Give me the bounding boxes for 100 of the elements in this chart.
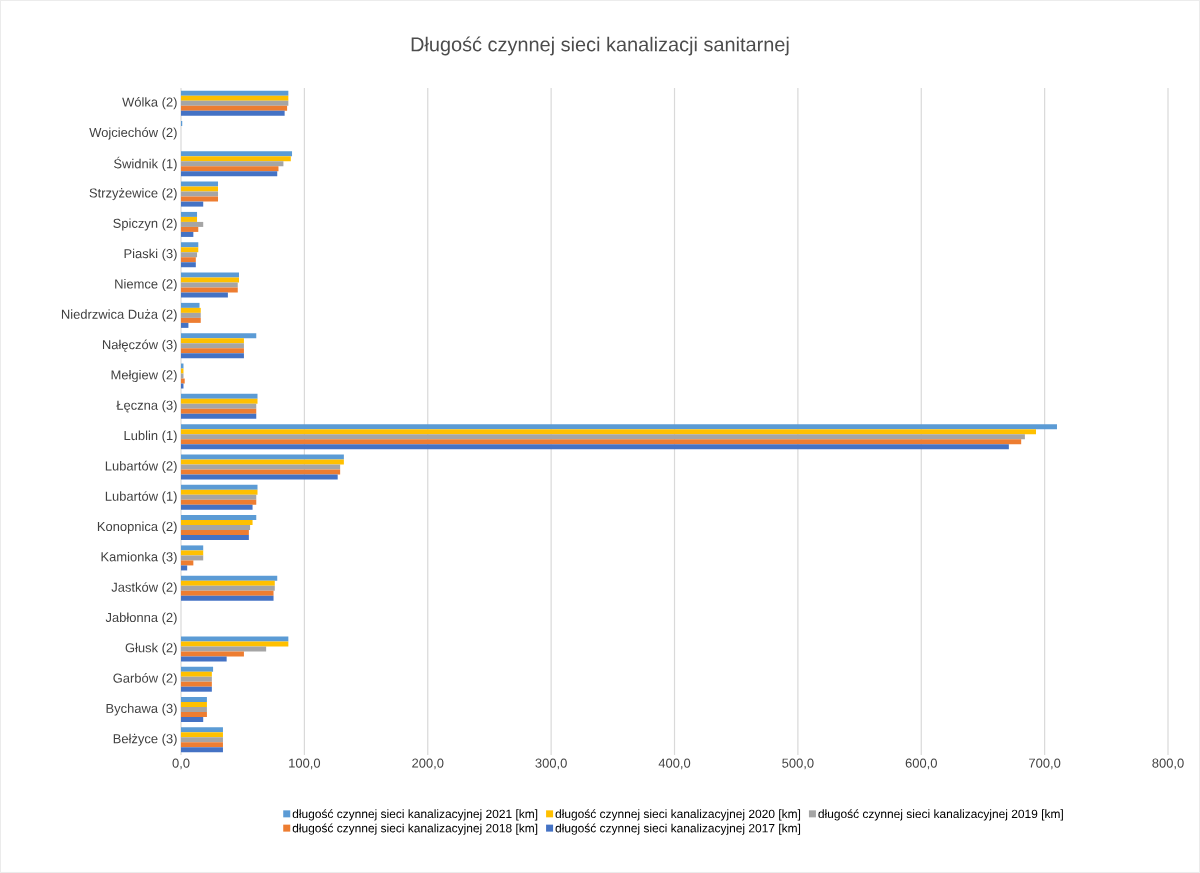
bar xyxy=(181,494,257,500)
bar xyxy=(181,545,204,551)
y-tick-label: Lublin (1) xyxy=(124,430,177,443)
bar xyxy=(181,156,291,162)
bar xyxy=(181,525,251,531)
bar xyxy=(181,262,196,268)
bar xyxy=(181,575,278,581)
bar xyxy=(181,464,341,470)
legend-label: długość czynnej sieci kanalizacyjnej 2021 [km] xyxy=(292,809,538,821)
bar xyxy=(181,732,223,738)
y-tick-label: Garbów (2) xyxy=(113,673,177,686)
bar xyxy=(181,641,289,647)
bar xyxy=(181,515,257,521)
bar xyxy=(181,439,1022,445)
y-tick-label: Niedrzwica Duża (2) xyxy=(61,309,177,322)
bar xyxy=(181,555,204,561)
y-tick-label: Strzyżewice (2) xyxy=(89,188,177,201)
bar xyxy=(181,161,284,167)
bar xyxy=(181,403,257,409)
bar xyxy=(181,747,223,753)
y-tick-label: Głusk (2) xyxy=(125,642,177,655)
bar xyxy=(181,666,214,672)
bar xyxy=(181,166,279,172)
y-tick-label: Konopnica (2) xyxy=(97,521,177,534)
bar xyxy=(181,590,274,596)
bar xyxy=(181,181,219,187)
bar xyxy=(181,302,200,308)
bar xyxy=(181,333,257,339)
bar xyxy=(181,186,219,192)
bar xyxy=(181,110,285,116)
y-tick-label: Kamionka (3) xyxy=(101,551,177,564)
y-tick-label: Piaski (3) xyxy=(124,248,177,261)
bar xyxy=(181,408,257,414)
bar xyxy=(181,580,275,586)
bar xyxy=(181,348,244,354)
bar xyxy=(181,231,194,237)
bar xyxy=(181,484,258,490)
y-tick-label: Lubartów (2) xyxy=(105,460,177,474)
x-tick-label: 200,0 xyxy=(412,758,444,770)
bar xyxy=(181,353,244,359)
bar xyxy=(181,196,219,202)
bar xyxy=(181,681,212,687)
y-tick-label: Bychawa (3) xyxy=(106,703,177,716)
bar xyxy=(181,550,204,556)
legend-label: długość czynnej sieci kanalizacyjnej 2018 [km] xyxy=(292,823,538,835)
bar xyxy=(181,595,274,601)
bar xyxy=(181,434,1025,440)
bar xyxy=(181,499,257,505)
bar xyxy=(181,201,204,207)
bar xyxy=(181,247,199,253)
y-tick-label: Bełżyce (3) xyxy=(113,733,177,746)
bar xyxy=(181,504,253,510)
bar xyxy=(181,737,223,743)
bar xyxy=(181,343,244,349)
y-tick-label: Łęczna (3) xyxy=(116,400,177,413)
x-tick-label: 400,0 xyxy=(658,758,691,770)
bar xyxy=(181,535,249,541)
bar xyxy=(181,671,212,677)
bar xyxy=(181,338,244,344)
bar xyxy=(181,151,293,157)
bar xyxy=(181,444,1009,450)
bar xyxy=(181,242,199,248)
bar xyxy=(181,489,258,495)
bar xyxy=(181,398,258,404)
bar xyxy=(181,676,212,682)
bar xyxy=(181,171,278,177)
y-tick-label: Jabłonna (2) xyxy=(105,612,177,625)
y-tick-label: Mełgiew (2) xyxy=(111,369,177,383)
x-tick-label: 700,0 xyxy=(1029,758,1061,770)
bar xyxy=(181,636,289,642)
bar xyxy=(181,221,204,227)
legend-label: długość czynnej sieci kanalizacyjnej 2020 [km] xyxy=(555,809,801,821)
legend-label: długość czynnej sieci kanalizacyjnej 2019 [km] xyxy=(818,809,1063,821)
bar xyxy=(181,211,198,217)
bar xyxy=(181,378,185,384)
y-tick-label: Niemce (2) xyxy=(115,279,177,292)
bar xyxy=(181,322,189,328)
y-tick-label: Wojciechów (2) xyxy=(89,127,177,140)
bar xyxy=(181,565,188,571)
y-tick-label: Wólka (2) xyxy=(122,97,177,110)
bar xyxy=(181,707,207,713)
bar xyxy=(181,686,212,692)
bar xyxy=(181,312,201,318)
bar xyxy=(181,742,223,748)
bar xyxy=(181,95,289,101)
bar xyxy=(181,646,267,652)
bar xyxy=(181,277,239,283)
bar xyxy=(181,520,253,526)
bar xyxy=(181,292,228,298)
x-tick-label: 100,0 xyxy=(289,758,321,770)
bar xyxy=(181,393,258,399)
bar xyxy=(181,712,207,718)
bar xyxy=(181,702,207,708)
bar xyxy=(181,307,201,313)
y-tick-label: Nałęczów (3) xyxy=(102,339,177,352)
bar xyxy=(181,252,198,258)
bar xyxy=(181,429,1036,435)
x-tick-label: 300,0 xyxy=(535,758,567,770)
y-tick-label: Jastków (2) xyxy=(111,582,177,595)
bar xyxy=(181,651,244,657)
